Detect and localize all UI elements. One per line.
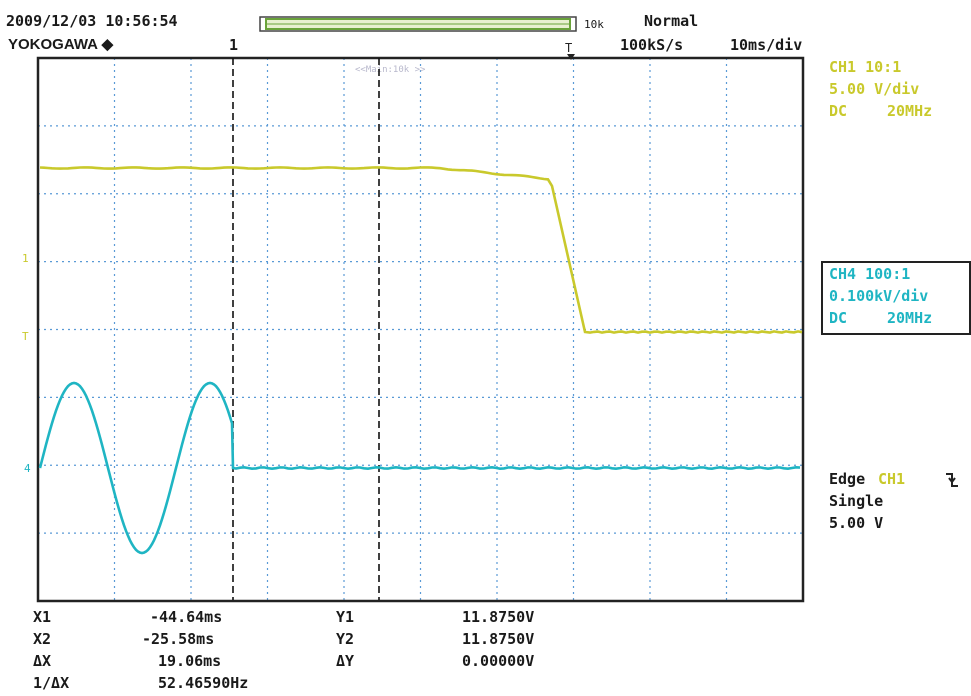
brand-name: YOKOGAWA [8,36,98,53]
y2-label: Y2 [336,630,355,648]
sample-rate-label: 100kS/s [620,36,684,54]
trigger-position-icon: T [565,41,572,55]
ch4-probe-label: CH4 100:1 [829,265,911,283]
ch1-marker-label: 1 [22,252,29,265]
ch4-bandwidth-label: 20MHz [887,309,933,327]
x1-value: -44.64ms [150,608,223,626]
ch1-waveform [39,166,803,334]
cursor-1-marker-label: 1 [229,36,239,54]
trigger-level-marker: T [22,330,29,343]
trigger-type-label: Edge [829,470,866,488]
dy-label: ΔY [336,652,355,670]
ch4-marker-label: 4 [24,462,31,475]
ch1-probe-label: CH1 10:1 [829,58,902,76]
ch4-scale-label: 0.100kV/div [829,287,929,305]
screen-frame [36,56,805,603]
brand-logo: YOKOGAWA ◆ [8,36,113,54]
y1-label: Y1 [336,608,355,626]
x2-value: -25.58ms [142,630,215,648]
window-label: <<Main:10k >> [355,65,426,75]
trigger-level-label: 5.00 V [829,514,884,532]
record-length-bar [259,16,577,32]
ch1-coupling-label: DC [829,102,848,120]
ch4-waveform [38,381,801,555]
dx-label: ΔX [33,652,52,670]
inv-dx-label: 1/ΔX [33,674,70,692]
inv-dx-value: 52.46590Hz [158,674,249,692]
x2-label: X2 [33,630,52,648]
dy-value: 0.00000V [462,652,535,670]
falling-edge-icon [946,473,958,487]
graticule [38,58,803,601]
trigger-mode-label: Normal [644,12,699,30]
y1-value: 11.8750V [462,608,535,626]
datetime-label: 2009/12/03 10:56:54 [6,12,178,30]
diamond-icon: ◆ [101,36,114,53]
record-length-label: 10k [584,18,604,31]
ch1-bandwidth-label: 20MHz [887,102,933,120]
time-div-label: 10ms/div [730,36,803,54]
trigger-position-arrow [567,54,575,60]
ch4-info-box[interactable] [821,261,971,335]
dx-value: 19.06ms [158,652,222,670]
trigger-source-label: CH1 [878,470,906,488]
ch1-scale-label: 5.00 V/div [829,80,920,98]
y2-value: 11.8750V [462,630,535,648]
trigger-mode-single-label: Single [829,492,884,510]
ch4-coupling-label: DC [829,309,848,327]
x1-label: X1 [33,608,52,626]
